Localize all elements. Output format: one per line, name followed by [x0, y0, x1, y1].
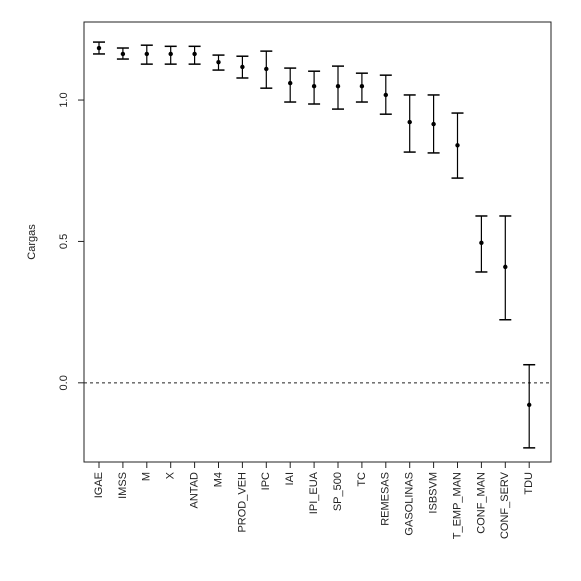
x-tick-label: TC: [356, 472, 368, 487]
point: [264, 66, 269, 72]
point: [359, 83, 365, 89]
x-tick-label: TDU: [523, 472, 535, 495]
point: [96, 45, 102, 51]
point: [335, 83, 341, 89]
point: [383, 92, 388, 98]
x-tick-label: T_EMP_MAN: [451, 472, 463, 539]
plot-frame: [83, 21, 552, 463]
x-tick-label: CONF_MAN: [475, 472, 487, 534]
x-tick-label: SP_500: [332, 472, 344, 511]
point: [216, 59, 221, 65]
point: [288, 80, 293, 86]
x-tick-label: GASOLINAS: [404, 472, 416, 536]
x-tick-label: M: [141, 472, 153, 481]
y-axis-label: Cargas: [26, 224, 38, 260]
x-tick-label: REMESAS: [380, 472, 392, 526]
x-tick-label: CONF_SERV: [499, 471, 511, 539]
point: [431, 121, 436, 127]
point: [144, 51, 149, 57]
x-tick-label: IGAE: [93, 472, 105, 498]
x-tick-label: X: [165, 471, 177, 479]
x-tick-label: IAI: [284, 472, 296, 485]
y-tick-label: 1.0: [58, 92, 70, 107]
y-tick-label: 0.5: [58, 234, 70, 249]
point: [503, 264, 508, 270]
point: [407, 119, 412, 125]
point: [479, 240, 484, 246]
point: [527, 402, 532, 408]
x-tick-label: IMSS: [117, 472, 129, 499]
x-tick-label: M4: [212, 472, 224, 487]
point: [192, 51, 197, 57]
point: [455, 143, 460, 148]
x-tick-label: ISBSVM: [428, 472, 440, 514]
x-tick-label: IPI_EUA: [308, 471, 320, 514]
point: [240, 64, 245, 70]
y-tick-label: 0.0: [58, 375, 70, 390]
point: [168, 51, 173, 57]
x-tick-label: PROD_VEH: [236, 472, 248, 533]
point: [311, 83, 317, 89]
x-tick-label: ANTAD: [189, 472, 201, 509]
x-tick-label: IPC: [260, 472, 272, 490]
point: [120, 51, 126, 57]
